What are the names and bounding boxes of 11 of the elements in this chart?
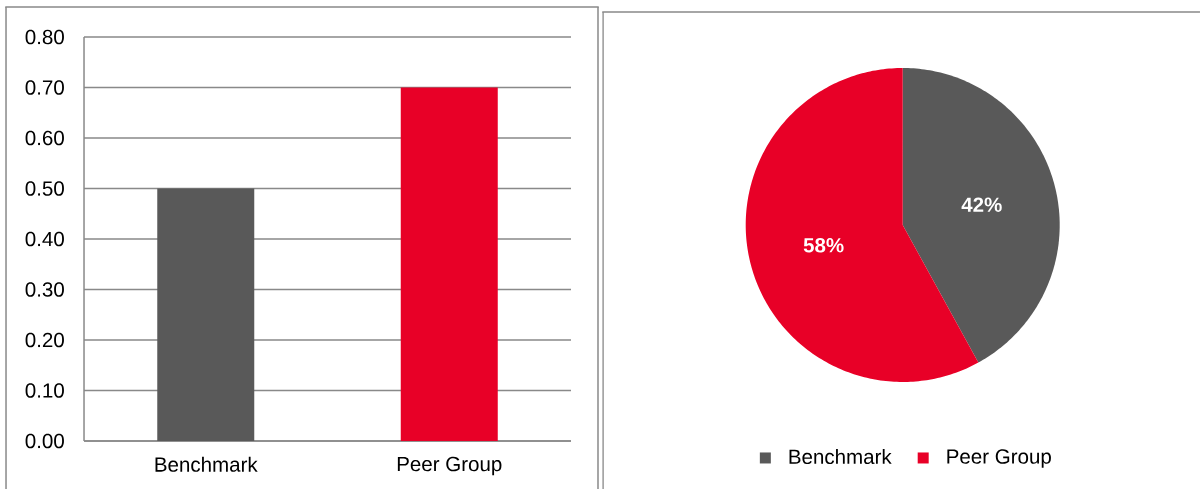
y-tick-label: 0.30 [25,282,64,297]
data-label: 58% [803,238,844,253]
y-tick-label: 0.40 [25,231,64,247]
y-tick-label: 0.20 [25,332,64,348]
y-tick-label: 0.50 [25,181,64,196]
y-tick-label: 0.70 [25,80,64,95]
y-tick-label: 0.60 [25,130,64,146]
y-tick-label: 0.10 [25,383,64,398]
data-label: 42% [961,197,1002,212]
y-tick-label: 0.00 [25,433,64,449]
y-tick-label: 0.80 [25,29,64,45]
